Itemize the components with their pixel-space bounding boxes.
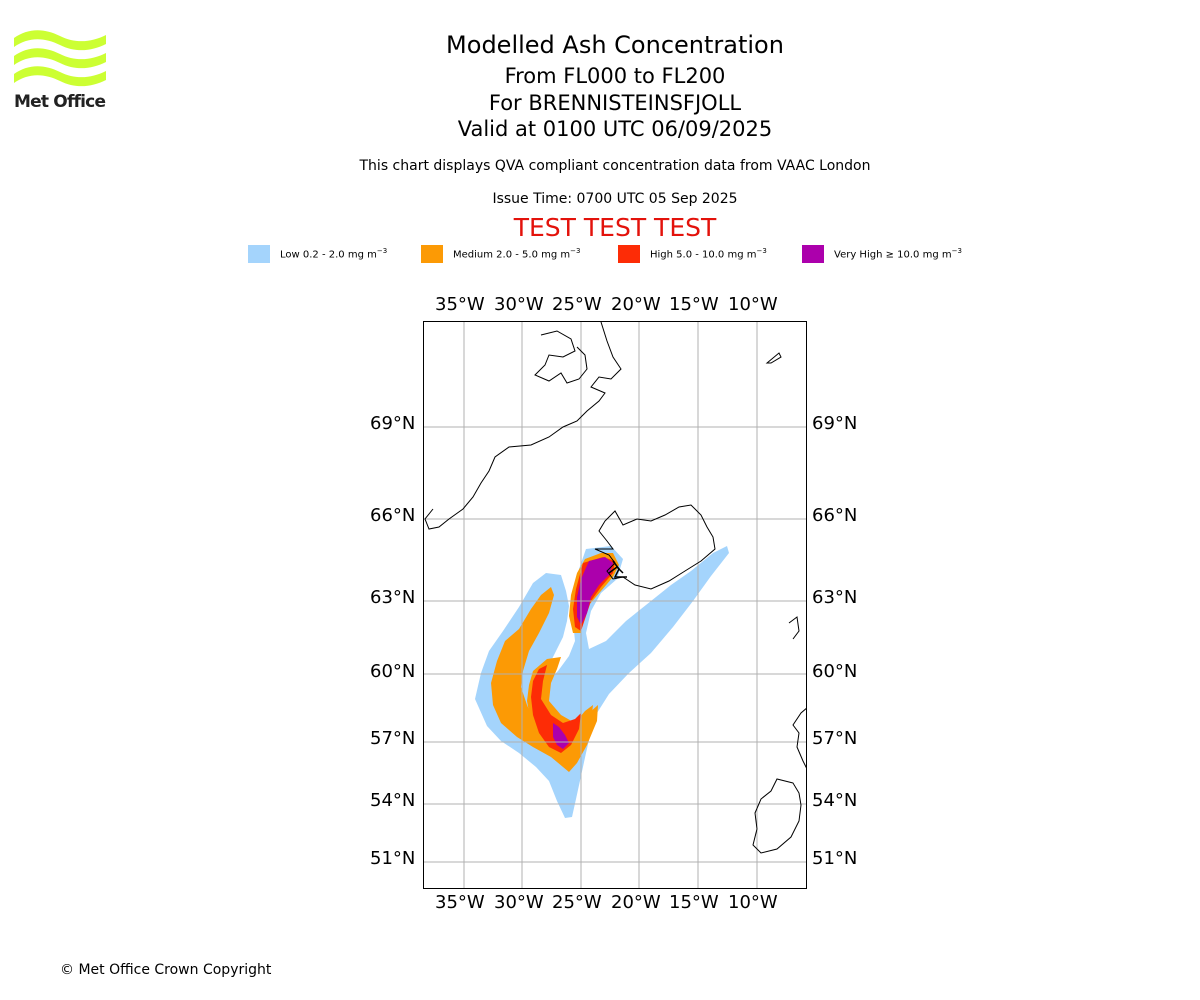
map-canvas <box>424 322 806 888</box>
legend-label-low: Low 0.2 - 2.0 mg m−3 <box>280 247 388 261</box>
volcano-marker-icon <box>608 560 627 578</box>
issue-time: Issue Time: 0700 UTC 05 Sep 2025 <box>492 191 738 207</box>
ireland-coast <box>752 778 802 854</box>
lat-label-right-51n: 51°N <box>812 848 858 869</box>
map-gridlines <box>424 322 806 888</box>
lat-label-left-60n: 60°N <box>370 661 416 682</box>
lat-label-right-69n: 69°N <box>812 413 858 434</box>
flight-level-range: From FL000 to FL200 <box>504 64 726 88</box>
lat-label-left-66n: 66°N <box>370 505 416 526</box>
iceland-coast <box>594 504 716 590</box>
lon-label-top-25w: 25°W <box>552 294 602 315</box>
ash-very-high-area <box>577 557 613 625</box>
lon-label-bottom-30w: 30°W <box>494 892 544 913</box>
lat-label-right-54n: 54°N <box>812 790 858 811</box>
greenland-coast <box>424 322 622 530</box>
lon-label-top-20w: 20°W <box>611 294 661 315</box>
ash-high-area-south <box>531 665 581 753</box>
lon-label-top-10w: 10°W <box>728 294 778 315</box>
chart-subtitle: This chart displays QVA compliant concen… <box>359 158 871 174</box>
jan-mayen-coast <box>765 352 782 364</box>
lat-label-left-54n: 54°N <box>370 790 416 811</box>
ash-medium-area-south <box>491 587 598 772</box>
lat-label-left-57n: 57°N <box>370 728 416 749</box>
met-office-logo: Met Office <box>14 30 106 112</box>
lon-label-top-15w: 15°W <box>669 294 719 315</box>
logo-text: Met Office <box>14 92 106 112</box>
legend-label-very-high: Very High ≥ 10.0 mg m−3 <box>834 247 962 261</box>
valid-time: Valid at 0100 UTC 06/09/2025 <box>457 117 773 141</box>
lon-label-bottom-35w: 35°W <box>435 892 485 913</box>
ash-plume <box>475 546 729 818</box>
coastlines <box>424 322 806 854</box>
copyright-notice: © Met Office Crown Copyright <box>60 962 272 978</box>
lat-label-right-66n: 66°N <box>812 505 858 526</box>
chart-title: Modelled Ash Concentration <box>446 31 784 59</box>
legend-swatch-very-high <box>802 245 824 263</box>
legend-swatch-medium <box>421 245 443 263</box>
met-office-waves-icon <box>14 30 106 87</box>
lon-label-top-30w: 30°W <box>494 294 544 315</box>
legend-label-high: High 5.0 - 10.0 mg m−3 <box>650 247 767 261</box>
lat-label-right-60n: 60°N <box>812 661 858 682</box>
lon-label-top-35w: 35°W <box>435 294 485 315</box>
lon-label-bottom-20w: 20°W <box>611 892 661 913</box>
greenland-fjord <box>534 330 588 384</box>
legend-swatch-high <box>618 245 640 263</box>
legend-label-medium: Medium 2.0 - 5.0 mg m−3 <box>453 247 581 261</box>
lat-label-left-51n: 51°N <box>370 848 416 869</box>
lon-label-bottom-15w: 15°W <box>669 892 719 913</box>
lat-label-left-63n: 63°N <box>370 587 416 608</box>
volcano-name: For BRENNISTEINSFJOLL <box>488 91 742 115</box>
map-panel <box>423 321 807 889</box>
lat-label-left-69n: 69°N <box>370 413 416 434</box>
lat-label-right-63n: 63°N <box>812 587 858 608</box>
test-banner: TEST TEST TEST <box>513 213 717 242</box>
lat-label-right-57n: 57°N <box>812 728 858 749</box>
lon-label-bottom-10w: 10°W <box>728 892 778 913</box>
lon-label-bottom-25w: 25°W <box>552 892 602 913</box>
scotland-coast <box>792 708 806 769</box>
faroe-islands-coast <box>788 616 800 640</box>
legend-swatch-low <box>248 245 270 263</box>
